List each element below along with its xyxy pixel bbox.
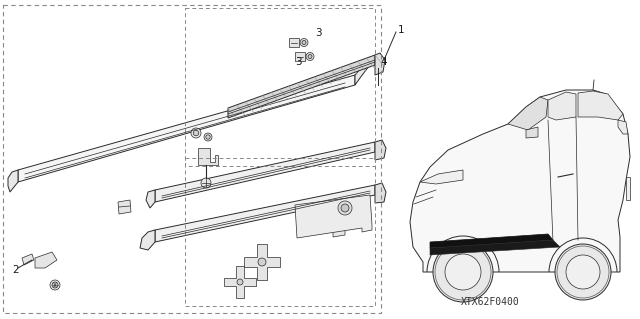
Polygon shape xyxy=(146,190,155,208)
Circle shape xyxy=(306,53,314,61)
Polygon shape xyxy=(548,92,576,120)
Polygon shape xyxy=(118,200,131,214)
Polygon shape xyxy=(198,148,218,165)
Circle shape xyxy=(566,255,600,289)
Polygon shape xyxy=(140,230,155,250)
Circle shape xyxy=(302,41,306,44)
Polygon shape xyxy=(420,170,463,184)
Circle shape xyxy=(308,55,312,58)
Circle shape xyxy=(193,130,199,136)
Polygon shape xyxy=(295,52,305,61)
Polygon shape xyxy=(289,38,299,47)
Circle shape xyxy=(237,279,243,285)
Text: 3: 3 xyxy=(315,28,322,38)
Polygon shape xyxy=(430,240,560,255)
Polygon shape xyxy=(618,120,628,134)
Text: XTX62F0400: XTX62F0400 xyxy=(461,297,520,307)
Circle shape xyxy=(206,135,210,139)
Circle shape xyxy=(300,39,308,47)
Text: 1: 1 xyxy=(398,25,404,35)
Circle shape xyxy=(341,204,349,212)
Circle shape xyxy=(52,282,58,288)
Polygon shape xyxy=(410,90,630,272)
Polygon shape xyxy=(224,266,256,298)
Circle shape xyxy=(338,201,352,215)
Polygon shape xyxy=(375,140,386,160)
Text: 3: 3 xyxy=(295,57,301,67)
Polygon shape xyxy=(526,127,538,138)
Circle shape xyxy=(555,244,611,300)
Polygon shape xyxy=(244,244,280,280)
Polygon shape xyxy=(322,200,358,237)
Circle shape xyxy=(204,133,212,141)
Text: 2: 2 xyxy=(12,265,19,275)
Circle shape xyxy=(258,258,266,266)
Polygon shape xyxy=(228,55,375,118)
Circle shape xyxy=(50,280,60,290)
Circle shape xyxy=(346,207,352,213)
Circle shape xyxy=(445,254,481,290)
Polygon shape xyxy=(355,60,372,85)
Polygon shape xyxy=(626,177,630,200)
Polygon shape xyxy=(295,195,372,238)
Polygon shape xyxy=(8,170,18,192)
Polygon shape xyxy=(35,252,57,268)
Polygon shape xyxy=(155,142,375,202)
Polygon shape xyxy=(508,97,548,130)
Polygon shape xyxy=(155,185,375,242)
Polygon shape xyxy=(578,91,623,120)
Circle shape xyxy=(433,242,493,302)
Circle shape xyxy=(201,178,211,188)
Polygon shape xyxy=(430,234,553,248)
Polygon shape xyxy=(22,254,34,265)
Text: 4: 4 xyxy=(380,57,387,67)
Circle shape xyxy=(191,128,201,138)
Polygon shape xyxy=(375,183,386,203)
Polygon shape xyxy=(375,53,385,75)
Polygon shape xyxy=(18,75,355,182)
Circle shape xyxy=(343,204,355,216)
